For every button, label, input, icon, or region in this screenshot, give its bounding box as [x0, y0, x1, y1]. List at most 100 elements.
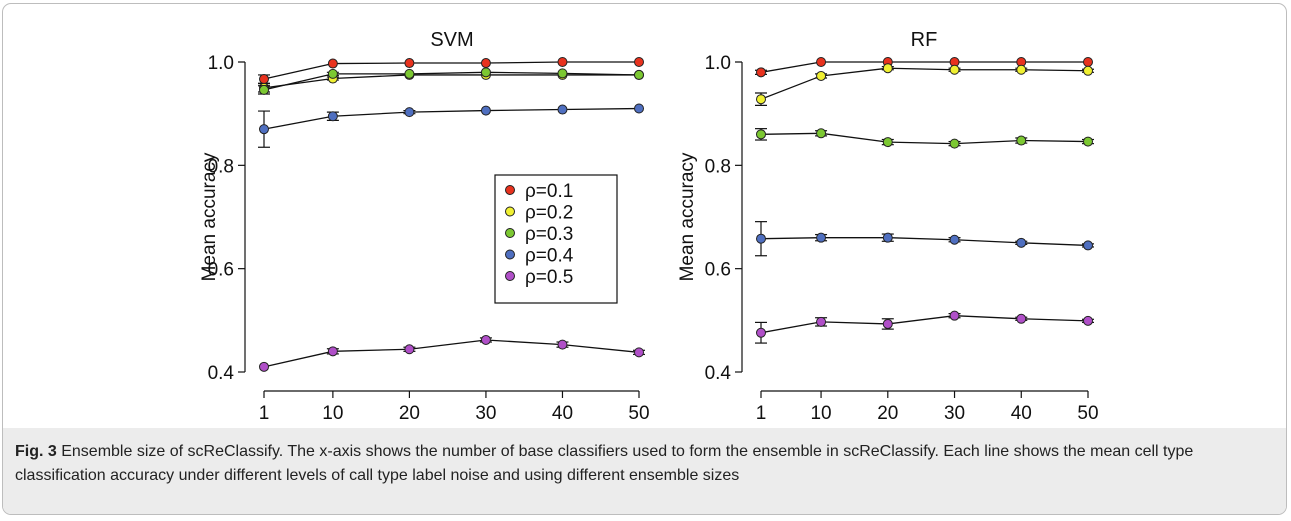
svm-x-tick-label: 50 [628, 403, 649, 424]
rf-series-rho-0-5-point [1016, 313, 1027, 324]
svm-series-rho-0-5-point [557, 339, 568, 350]
svm-y-tick-label: 0.6 [208, 260, 234, 281]
rf-series-rho-0-2-point [1016, 64, 1027, 75]
legend-entry-3: ρ=0.3 [525, 224, 573, 245]
rf-series-rho-0-4-point [1016, 237, 1027, 248]
rf-series-rho-0-1-point [756, 67, 766, 78]
rf-series-rho-0-5-point [949, 310, 960, 321]
legend: ρ=0.1ρ=0.2ρ=0.3ρ=0.4ρ=0.5 [494, 174, 618, 304]
rf-y-tick-label: 0.6 [705, 260, 731, 281]
svm-series-rho-0-4-point [259, 124, 269, 135]
rf-series-rho-0-5-point [816, 316, 827, 327]
caption-box: Fig. 3 Ensemble size of scReClassify. Th… [3, 428, 1286, 514]
legend-box [494, 174, 618, 304]
rf-series-rho-0-3-point [949, 138, 960, 149]
svm-x-tick-label: 40 [552, 403, 573, 424]
rf-x-tick-label: 40 [1011, 403, 1032, 424]
svm-series-rho-0-3-point [634, 69, 644, 80]
svm-series-rho-0-5 [259, 334, 645, 372]
svm-y-tick-label: 0.4 [208, 363, 235, 384]
rf-series-rho-0-3-line [760, 132, 1089, 145]
rf-series-rho-0-4-point [1083, 240, 1093, 251]
rf-series-rho-0-4 [755, 221, 1094, 257]
svm-series-rho-0-5-point [259, 361, 269, 372]
rf-y-tick-label: 0.8 [705, 156, 731, 177]
svm-series-rho-0-3-point [327, 68, 338, 79]
svm-y-tick-label: 0.8 [208, 156, 234, 177]
legend-marker-5 [505, 271, 515, 281]
caption-text: Ensemble size of scReClassify. The x-axi… [15, 443, 1194, 484]
svm-series-rho-0-4-point [634, 103, 644, 114]
rf-title: RF [911, 29, 938, 51]
rf-x-tick-label: 30 [944, 403, 965, 424]
rf-x-tick-label: 1 [756, 403, 767, 424]
legend-marker-1 [505, 185, 515, 195]
rf-series-rho-0-1-point [1083, 57, 1093, 67]
rf-series-rho-0-1-line [760, 61, 1088, 73]
rf-series-rho-0-5-line [760, 315, 1089, 334]
svm-series-rho-0-1-point [327, 58, 338, 69]
rf-series-rho-0-2 [755, 63, 1094, 107]
svm-series-rho-0-1-point [557, 57, 568, 67]
svm-x-tick-label: 20 [399, 403, 420, 424]
svm-series-rho-0-1-point [259, 74, 269, 85]
rf-series-rho-0-5 [755, 310, 1094, 344]
svm-y-axis-label: Mean accuracy [199, 152, 220, 281]
rf-series-rho-0-4-line [760, 237, 1089, 247]
svm-series-rho-0-5-line [263, 339, 640, 368]
rf-series-rho-0-2-point [882, 63, 893, 74]
rf-series-rho-0-1 [755, 57, 1093, 78]
svm-series-rho-0-4-point [327, 111, 338, 122]
rf-x-tick-label: 10 [810, 403, 831, 424]
caption-label: Fig. 3 [15, 443, 57, 460]
svm-series-rho-0-3-point [259, 84, 269, 95]
rf-y-tick-label: 0.4 [705, 363, 732, 384]
figure-caption: Fig. 3 Ensemble size of scReClassify. Th… [15, 440, 1270, 488]
rf-series-rho-0-4-point [882, 232, 893, 243]
rf-series-rho-0-5-point [1083, 315, 1093, 326]
legend-entry-2: ρ=0.2 [525, 203, 573, 224]
svm-series-rho-0-4-point [404, 107, 415, 118]
legend-entry-5: ρ=0.5 [525, 267, 573, 288]
svm-series-rho-0-3-point [480, 67, 491, 78]
legend-marker-4 [505, 249, 515, 260]
svm-series-rho-0-5-point [634, 347, 644, 358]
rf-series-rho-0-1-point [816, 57, 827, 67]
svm-series-rho-0-3-point [404, 68, 415, 79]
rf-series-rho-0-4-point [756, 233, 766, 244]
rf-series-rho-0-3 [755, 128, 1094, 149]
legend-entry-4: ρ=0.4 [525, 246, 574, 267]
svm-y-tick-label: 1.0 [208, 53, 234, 74]
rf-series-rho-0-3-point [816, 128, 827, 139]
rf-series-rho-0-2-point [756, 94, 766, 105]
svm-x-tick-label: 1 [259, 403, 270, 424]
rf-x-tick-label: 20 [877, 403, 898, 424]
svm-series-rho-0-1-line [263, 61, 639, 80]
svm-series-rho-0-3-point [557, 68, 568, 79]
legend-marker-3 [505, 228, 515, 238]
svm-x-tick-label: 30 [475, 403, 496, 424]
rf-series-rho-0-4-point [816, 232, 827, 243]
legend-entry-1: ρ=0.1 [525, 181, 573, 202]
svm-series-rho-0-1-point [404, 58, 415, 69]
svm-series-rho-0-1-point [634, 57, 644, 67]
svm-series-rho-0-2-line [263, 74, 639, 89]
svm-series-rho-0-3-line [263, 71, 640, 91]
svm-x-tick-label: 10 [322, 403, 343, 424]
rf-series-rho-0-2-point [1083, 65, 1093, 76]
legend-marker-2 [505, 206, 515, 217]
svm-series-rho-0-4-line [263, 107, 640, 130]
rf-series-rho-0-3-point [1016, 135, 1027, 146]
svm-series-rho-0-5-point [480, 334, 491, 345]
rf-series-rho-0-2-line [760, 67, 1089, 100]
rf-series-rho-0-3-point [882, 137, 893, 148]
svm-series-rho-0-3 [258, 67, 644, 95]
svm-series-rho-0-4-point [557, 104, 568, 115]
rf-series-rho-0-3-point [1083, 136, 1093, 147]
svm-title: SVM [430, 29, 473, 51]
rf-series-rho-0-5-point [882, 318, 893, 329]
rf-y-tick-label: 1.0 [705, 53, 731, 74]
